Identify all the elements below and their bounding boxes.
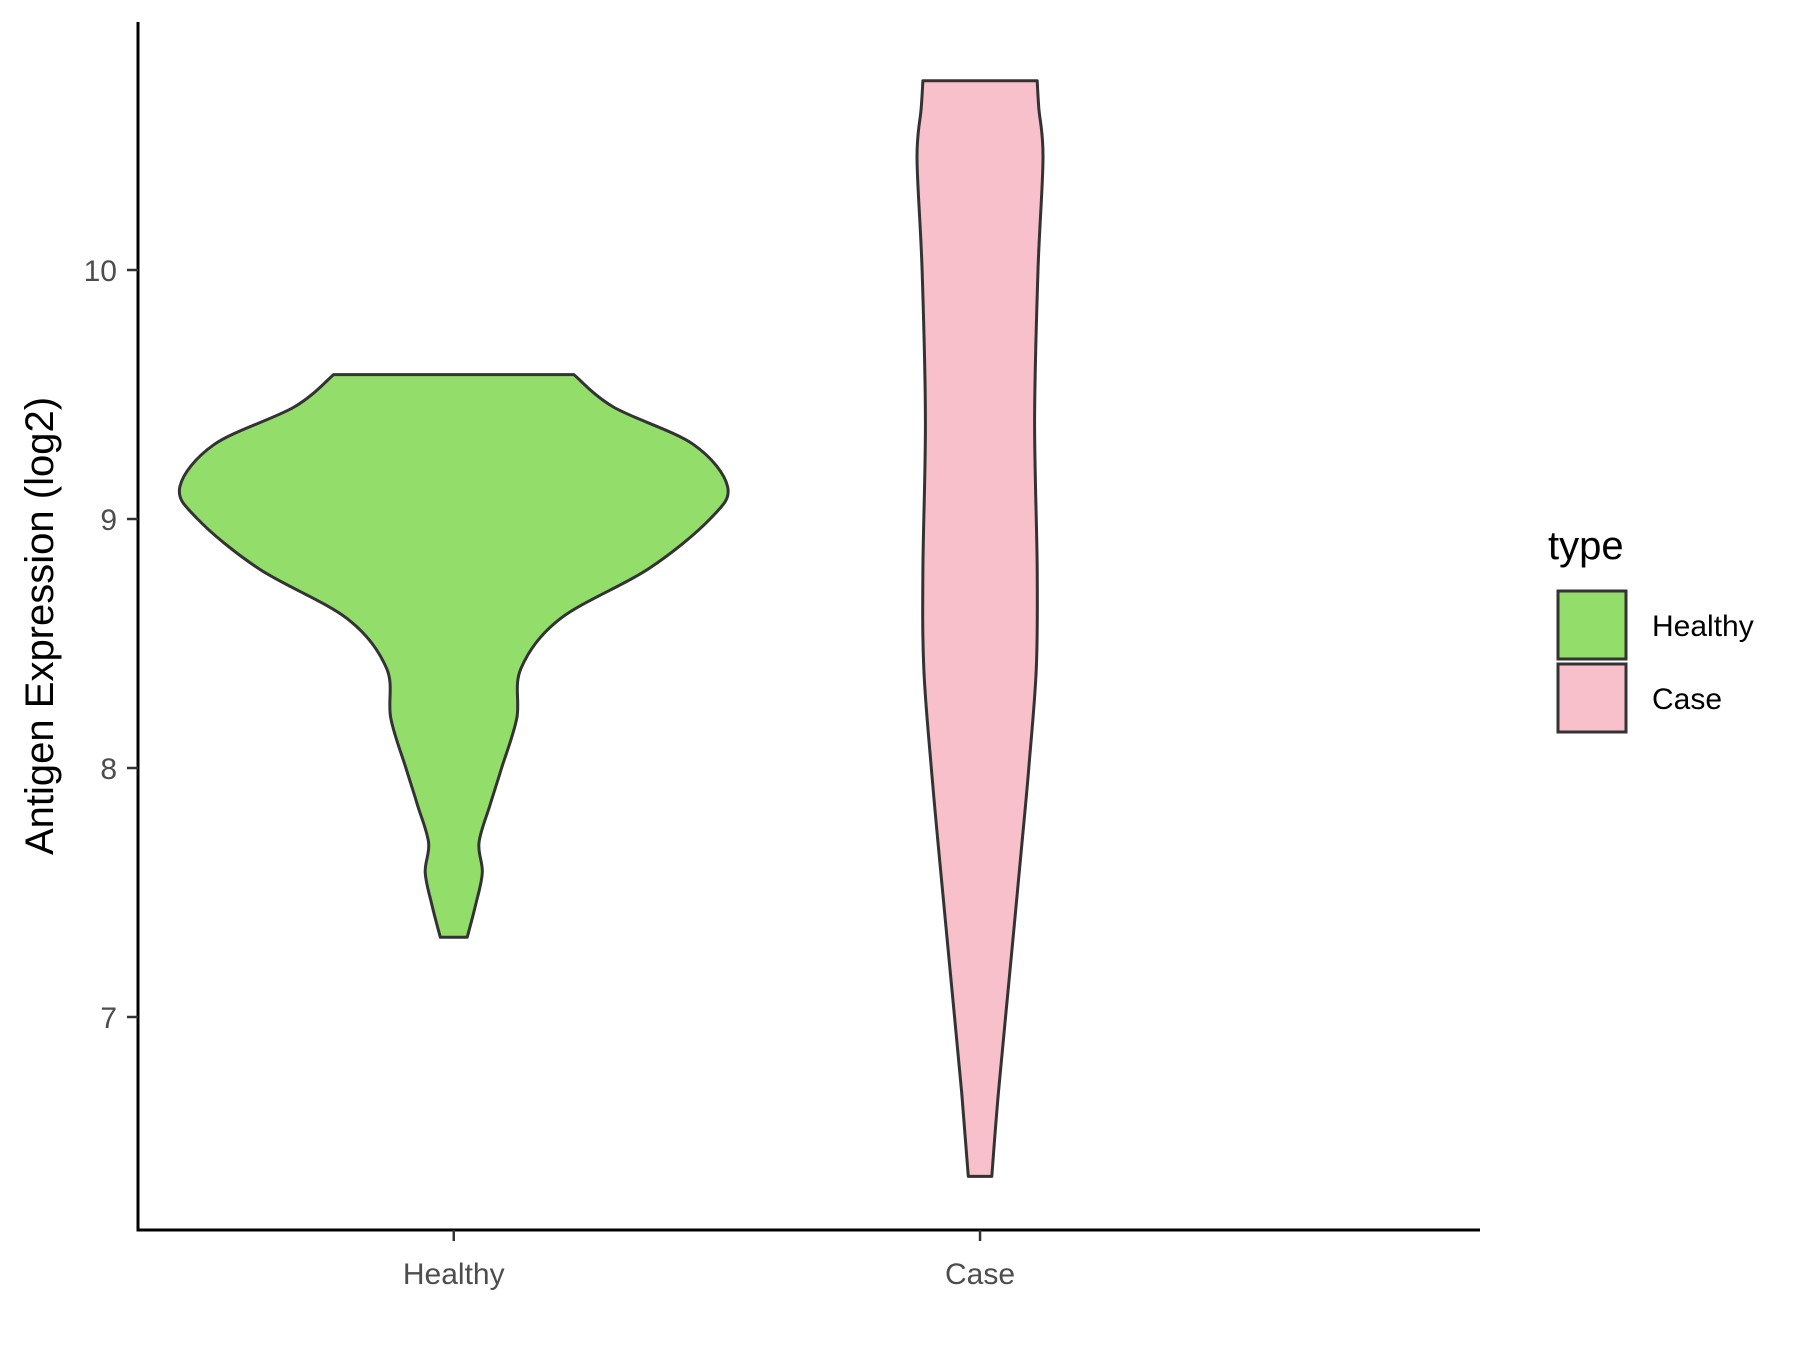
x-axis-ticks: Healthy Case (403, 1230, 1015, 1291)
violin-layer (177, 79, 1045, 1178)
y-tick-label: 7 (100, 1002, 117, 1035)
x-tick-label-case: Case (945, 1258, 1015, 1291)
legend-key-case (1556, 662, 1628, 734)
y-tick-label: 10 (84, 255, 117, 288)
legend-label-case: Case (1652, 683, 1722, 716)
y-tick-label: 9 (100, 504, 117, 537)
legend-title: type (1548, 524, 1624, 568)
legend-label-healthy: Healthy (1652, 610, 1754, 643)
y-axis-title: Antigen Expression (log2) (18, 397, 62, 855)
y-tick-label: 8 (100, 753, 117, 786)
legend: type Healthy Case (1548, 524, 1754, 734)
legend-key-healthy (1556, 589, 1628, 661)
violin-case (915, 79, 1045, 1178)
violin-healthy (177, 373, 730, 939)
x-tick-label-healthy: Healthy (403, 1258, 505, 1291)
y-axis-ticks: 7 8 9 10 (84, 255, 138, 1035)
